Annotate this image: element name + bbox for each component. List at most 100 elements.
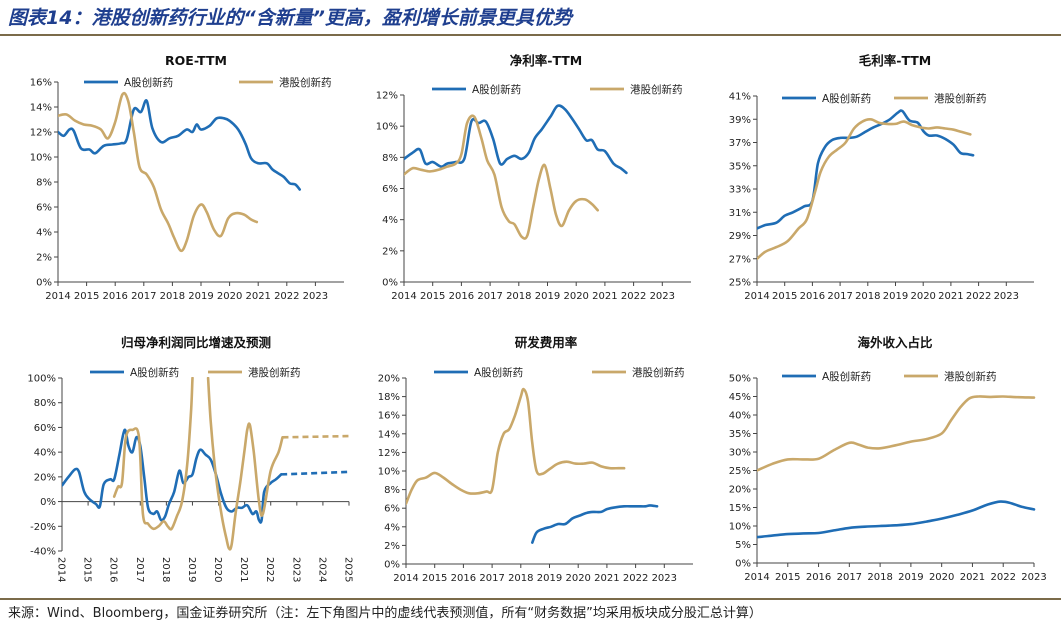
y-tick-label: 0% <box>382 278 398 289</box>
x-tick-label: 2022 <box>621 291 646 302</box>
y-tick-label: 4% <box>382 215 398 226</box>
y-tick-label: 15% <box>729 503 751 514</box>
x-tick-label: 2014 <box>393 573 418 584</box>
y-tick-label: 27% <box>729 254 751 265</box>
chart-rd-expense-ratio: 研发费用率 0% 2% 4% 6% 8% 10% 12% 14% 16% 18% 20% 2014 201… <box>378 335 693 584</box>
legend-label-hk: 港股创新药 <box>630 83 683 96</box>
chart-title: 归母净利润同比增速及预测 <box>121 335 271 350</box>
y-tick-label: -20% <box>30 522 56 533</box>
y-tick-label: 37% <box>729 138 751 149</box>
x-tick-label: 2023 <box>303 291 328 302</box>
x-tick-label: 2015 <box>74 291 99 302</box>
y-tick-label: 25% <box>729 278 751 289</box>
x-tick-label: 2021 <box>960 572 985 583</box>
forecast-line-a-share <box>281 470 350 476</box>
x-tick-label: 2016 <box>806 572 831 583</box>
chart-title: 海外收入占比 <box>857 335 933 350</box>
x-tick-label: 2020 <box>212 557 223 582</box>
x-tick-label: 2017 <box>837 572 862 583</box>
series-line-a-share <box>62 428 283 524</box>
x-tick-label: 2018 <box>160 291 185 302</box>
legend-label-a-share: A股创新药 <box>822 92 871 105</box>
x-tick-label: 2021 <box>245 291 270 302</box>
y-tick-label: 20% <box>378 374 400 385</box>
x-tick-label: 2018 <box>160 557 171 582</box>
y-tick-label: 12% <box>30 128 52 139</box>
y-tick-label: 4% <box>36 228 52 239</box>
x-tick-label: 2015 <box>420 291 445 302</box>
x-tick-label: 2019 <box>186 557 197 582</box>
y-tick-label: 100% <box>27 374 56 385</box>
series-line-hk <box>757 117 972 261</box>
title-divider <box>0 34 1061 36</box>
x-tick-label: 2014 <box>391 291 416 302</box>
x-tick-label: 2017 <box>477 291 502 302</box>
x-tick-label: 2023 <box>1021 572 1046 583</box>
x-tick-label: 2021 <box>594 573 619 584</box>
x-tick-label: 2019 <box>883 291 908 302</box>
y-tick-label: 8% <box>384 485 400 496</box>
legend-label-a-share: A股创新药 <box>474 366 523 379</box>
y-tick-label: 39% <box>729 115 751 126</box>
x-tick-label: 2024 <box>316 557 327 582</box>
y-tick-label: 0% <box>36 278 52 289</box>
x-tick-label: 2020 <box>565 573 590 584</box>
y-tick-label: 10% <box>376 122 398 133</box>
y-tick-label: 31% <box>729 208 751 219</box>
y-tick-label: 6% <box>382 184 398 195</box>
x-tick-label: 2016 <box>108 557 119 582</box>
series-line-hk <box>406 387 626 505</box>
y-tick-label: 5% <box>735 540 751 551</box>
x-tick-label: 2014 <box>744 572 769 583</box>
legend-label-hk: 港股创新药 <box>944 370 997 383</box>
x-tick-label: 2021 <box>938 291 963 302</box>
x-tick-label: 2016 <box>800 291 825 302</box>
series-line-hk <box>404 114 599 240</box>
series-line-a-share <box>757 500 1036 539</box>
x-tick-label: 2015 <box>422 573 447 584</box>
y-tick-label: 4% <box>384 522 400 533</box>
x-tick-label: 2023 <box>652 573 677 584</box>
x-tick-label: 2022 <box>623 573 648 584</box>
y-tick-label: 6% <box>384 504 400 515</box>
y-tick-label: 33% <box>729 185 751 196</box>
y-tick-label: -40% <box>30 547 56 558</box>
y-tick-label: 18% <box>378 392 400 403</box>
forecast-line-hk <box>282 434 350 439</box>
series-line-a-share <box>531 504 659 544</box>
x-tick-label: 2020 <box>217 291 242 302</box>
legend-label-hk: 港股创新药 <box>934 92 987 105</box>
series-line-hk <box>206 377 284 551</box>
y-tick-label: 6% <box>36 203 52 214</box>
y-tick-label: 0% <box>735 559 751 570</box>
y-tick-label: 60% <box>34 423 56 434</box>
y-tick-label: 20% <box>34 472 56 483</box>
figure-source: 来源：Wind、Bloomberg，国金证券研究所（注：左下角图片中的虚线代表预… <box>8 606 762 621</box>
x-tick-label: 2020 <box>929 572 954 583</box>
y-tick-label: 0% <box>384 560 400 571</box>
x-tick-label: 2022 <box>274 291 299 302</box>
x-tick-label: 2015 <box>775 572 800 583</box>
x-tick-label: 2022 <box>264 557 275 582</box>
x-tick-label: 2017 <box>479 573 504 584</box>
y-tick-label: 41% <box>729 92 751 103</box>
x-tick-label: 2014 <box>744 291 769 302</box>
series-line-a-share <box>58 99 301 191</box>
chart-title: 毛利率-TTM <box>859 53 931 68</box>
legend-label-a-share: A股创新药 <box>472 83 521 96</box>
y-tick-label: 10% <box>729 522 751 533</box>
x-tick-label: 2017 <box>134 557 145 582</box>
x-tick-label: 2023 <box>994 291 1019 302</box>
x-tick-label: 2022 <box>966 291 991 302</box>
x-tick-label: 2021 <box>238 557 249 582</box>
legend-label-hk: 港股创新药 <box>248 366 301 379</box>
x-tick-label: 2018 <box>508 573 533 584</box>
x-tick-label: 2018 <box>855 291 880 302</box>
x-tick-label: 2020 <box>563 291 588 302</box>
y-tick-label: 12% <box>378 448 400 459</box>
x-tick-label: 2019 <box>188 291 213 302</box>
y-tick-label: 8% <box>382 153 398 164</box>
chart-title: 净利率-TTM <box>510 53 582 68</box>
y-tick-label: 30% <box>729 448 751 459</box>
